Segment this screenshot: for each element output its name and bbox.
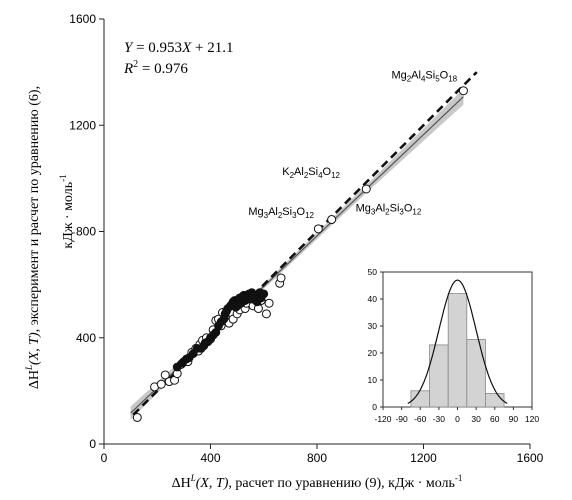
data-point-filled <box>259 289 269 299</box>
data-point-open <box>160 370 170 380</box>
compound-label: Mg2Al4Si5O18 <box>391 70 457 84</box>
inset-x-tick-label: -60 <box>414 414 427 424</box>
y-tick-label: 0 <box>89 437 96 451</box>
inset-x-tick-label: 60 <box>490 414 500 424</box>
filled-points <box>172 288 269 372</box>
histogram-bar <box>485 393 505 408</box>
data-point-open <box>261 309 271 319</box>
inset-histogram: -120 -90 -60 -30 0 30 60 90 120 0 10 20 30 40 50 <box>368 267 540 424</box>
inset-x-tick-label: -90 <box>395 414 408 424</box>
inset-y-tick-label: 20 <box>368 348 378 358</box>
inset-y-tick-label: 0 <box>372 402 377 412</box>
data-point-open <box>361 184 371 194</box>
data-point-open <box>327 215 337 225</box>
normal-curve <box>407 279 508 404</box>
x-tick-label: 1200 <box>410 451 437 465</box>
x-tick-label: 0 <box>101 451 108 465</box>
y-tick-label: 1600 <box>69 12 96 26</box>
y-tick-label: 400 <box>76 331 96 345</box>
regression-equation: Y = 0.953X + 21.1 <box>124 40 233 56</box>
y-axis-label-line2: кДж · моль-1 <box>58 174 76 248</box>
x-tick-label: 400 <box>200 451 220 465</box>
inset-x-tick-label: 0 <box>455 414 460 424</box>
inset-y-tick-label: 30 <box>368 321 378 331</box>
inset-x-tick-label: 90 <box>509 414 519 424</box>
data-point-open <box>132 412 142 422</box>
data-point-open <box>156 379 166 389</box>
x-tick-label: 800 <box>307 451 327 465</box>
inset-y-tick-label: 10 <box>368 375 378 385</box>
inset-x-tick-label: -120 <box>374 414 391 424</box>
compound-label: Mg3Al2Si3O12 <box>248 206 314 220</box>
x-tick-label: 1600 <box>517 451 544 465</box>
inset-x-tick-label: 120 <box>525 414 539 424</box>
y-axis-label-line1: ΔHL(X, T), эксперимент и расчет по уравн… <box>24 86 42 389</box>
y-tick-label: 800 <box>76 225 96 239</box>
data-point-open <box>313 224 323 234</box>
y-tick-label: 1200 <box>69 118 96 132</box>
inset-x-tick-label: 30 <box>471 414 481 424</box>
histogram-bar <box>447 293 468 408</box>
data-point-open <box>264 298 274 308</box>
compound-label: K2Al2Si4O12 <box>282 166 340 180</box>
inset-y-tick-label: 50 <box>368 267 378 277</box>
main-scatter-plot: 0 400 800 1200 1600040080012001600Mg2Al4Si5O… <box>24 12 544 491</box>
data-point-open <box>276 273 286 283</box>
data-point-open <box>458 86 468 96</box>
x-axis-label: ΔHL(X, T), расчет по уравнению (9), кДж … <box>172 473 463 491</box>
histogram-bar <box>466 339 486 408</box>
inset-x-tick-label: -30 <box>433 414 446 424</box>
r-squared: R2 = 0.976 <box>123 59 188 77</box>
inset-y-tick-label: 40 <box>368 294 378 304</box>
compound-label: Mg3Al2Si3O12 <box>356 203 422 217</box>
